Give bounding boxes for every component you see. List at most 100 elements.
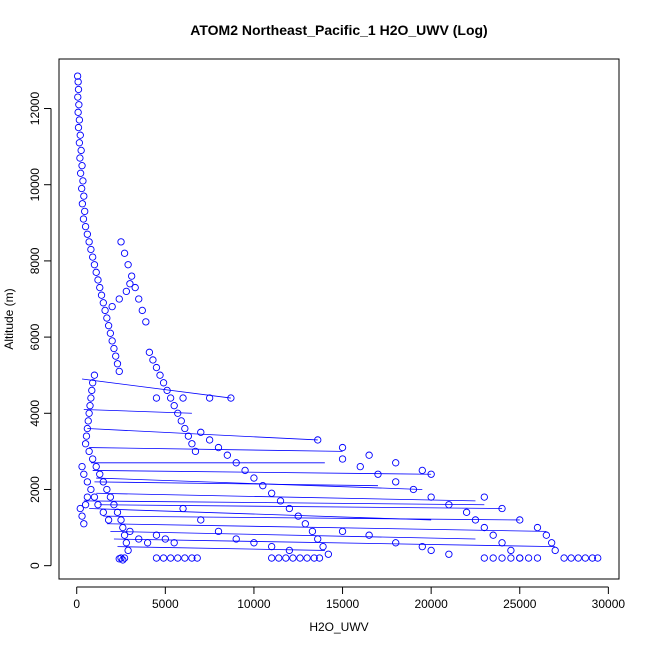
data-point xyxy=(152,531,161,539)
data-point xyxy=(75,116,84,124)
data-point xyxy=(94,276,102,284)
data-point xyxy=(365,451,373,459)
series-segment xyxy=(99,504,503,509)
data-point xyxy=(489,531,497,539)
data-point xyxy=(324,550,333,558)
data-point xyxy=(83,478,92,486)
data-point xyxy=(533,523,542,532)
data-point xyxy=(223,451,232,459)
data-point xyxy=(301,520,309,528)
data-point xyxy=(83,493,92,501)
series-segment xyxy=(81,378,231,399)
data-point xyxy=(427,546,435,555)
data-point xyxy=(145,348,154,356)
data-point xyxy=(142,318,150,326)
data-point xyxy=(78,462,86,471)
data-point xyxy=(87,394,95,402)
data-point xyxy=(392,478,400,486)
data-point xyxy=(152,394,161,402)
data-point xyxy=(560,554,568,562)
data-point xyxy=(87,245,95,254)
y-tick-label: 6000 xyxy=(28,323,42,350)
data-point xyxy=(581,554,589,562)
data-point xyxy=(77,146,85,155)
data-point xyxy=(197,516,205,524)
data-point xyxy=(179,504,187,513)
y-tick-label: 4000 xyxy=(28,400,42,427)
data-point xyxy=(143,539,152,547)
plot-frame xyxy=(58,58,620,580)
data-point xyxy=(96,470,104,478)
data-point xyxy=(80,520,88,528)
series-segment xyxy=(83,409,192,414)
data-point xyxy=(89,253,97,261)
data-point xyxy=(74,123,83,132)
data-point xyxy=(498,504,506,513)
x-tick-label: 25000 xyxy=(503,597,537,611)
data-point xyxy=(113,508,122,516)
data-point xyxy=(75,139,84,147)
data-point xyxy=(115,367,123,376)
data-point xyxy=(138,306,146,315)
data-point xyxy=(76,169,85,177)
data-point xyxy=(122,539,130,547)
data-point xyxy=(319,542,327,551)
data-point xyxy=(214,443,223,452)
data-point xyxy=(78,162,86,170)
data-point xyxy=(108,302,116,311)
data-point xyxy=(78,184,86,193)
data-point xyxy=(338,455,347,463)
data-point xyxy=(184,432,193,440)
data-point xyxy=(392,459,400,467)
x-tick-label: 20000 xyxy=(414,597,448,611)
data-point xyxy=(74,78,82,86)
x-tick-label: 10000 xyxy=(237,597,271,611)
data-point xyxy=(170,402,178,410)
data-point xyxy=(120,531,129,539)
data-point xyxy=(462,508,471,516)
data-point xyxy=(101,306,109,315)
data-point xyxy=(197,428,205,436)
data-point xyxy=(303,554,311,562)
data-point xyxy=(156,371,164,379)
data-point xyxy=(81,440,90,448)
data-point xyxy=(181,424,189,433)
data-point xyxy=(126,280,134,288)
data-point xyxy=(99,299,107,307)
data-point xyxy=(120,249,129,257)
data-point xyxy=(250,539,258,547)
data-point xyxy=(170,539,178,547)
data-point xyxy=(181,554,189,562)
series-segment xyxy=(96,492,476,502)
data-point xyxy=(232,535,240,543)
data-point xyxy=(409,485,418,494)
data-point xyxy=(161,535,169,543)
data-point xyxy=(174,554,182,562)
data-point xyxy=(427,493,435,501)
data-point xyxy=(276,497,285,505)
chart-title: ATOM2 Northeast_Pacific_1 H2O_UWV (Log) xyxy=(190,22,487,38)
data-point xyxy=(179,394,187,402)
data-point xyxy=(480,554,488,562)
data-point xyxy=(80,470,88,478)
data-point xyxy=(74,85,83,94)
data-point xyxy=(135,535,143,543)
data-point xyxy=(392,539,400,547)
data-point xyxy=(113,360,122,368)
data-point xyxy=(177,417,185,425)
data-point xyxy=(282,554,290,562)
data-point xyxy=(94,501,102,509)
data-point xyxy=(480,523,488,532)
data-point xyxy=(92,268,100,276)
data-point xyxy=(149,356,157,364)
data-point xyxy=(106,493,115,501)
data-point xyxy=(90,371,99,379)
data-point xyxy=(85,238,93,246)
data-point xyxy=(365,531,373,539)
data-point xyxy=(76,504,84,513)
series-segment xyxy=(103,515,520,521)
data-point xyxy=(119,556,127,564)
x-tick-label: 15000 xyxy=(326,597,360,611)
data-point xyxy=(418,466,426,475)
